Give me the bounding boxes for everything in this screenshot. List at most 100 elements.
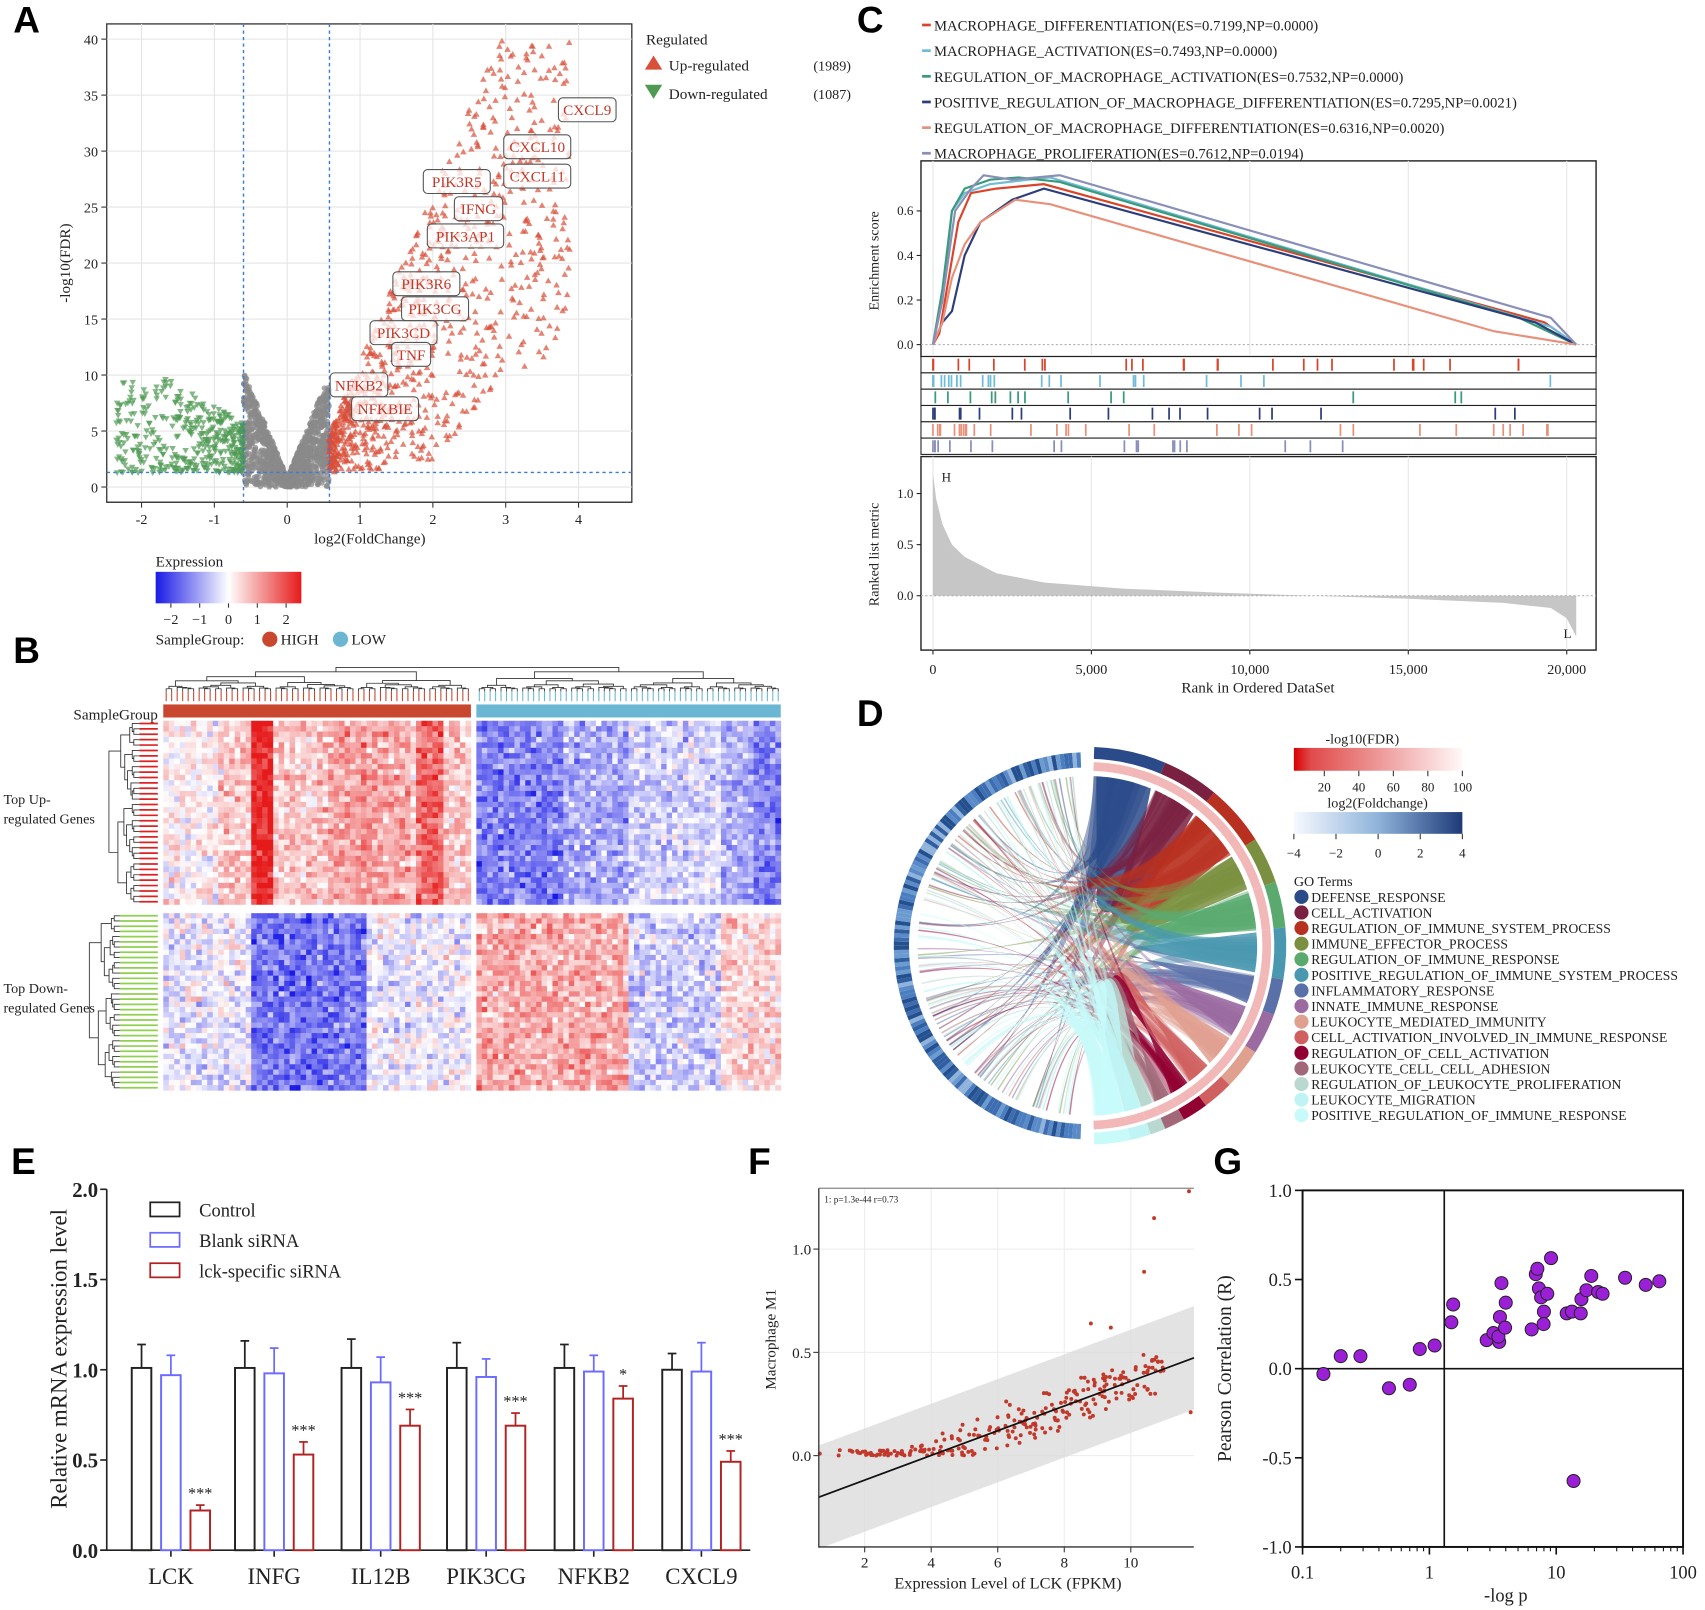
heatmap-cell [769, 736, 776, 743]
heatmap-cell [612, 726, 619, 732]
heatmap-cell [699, 807, 706, 813]
heatmap-cell [218, 790, 224, 797]
heatmap-cell [530, 720, 537, 727]
heatmap-cell [163, 769, 170, 776]
heatmap-cell [437, 774, 444, 781]
heatmap-cell [262, 801, 269, 808]
heatmap-cell [595, 747, 602, 754]
heatmap-cell [185, 736, 192, 743]
point-down-regulated [114, 412, 122, 419]
heatmap-cell [759, 726, 765, 732]
heatmap-cell [394, 785, 400, 792]
point-up-regulated [475, 98, 482, 105]
heatmap-cell [333, 720, 340, 727]
heatmap-cell [284, 731, 290, 738]
heatmap-cell [563, 758, 570, 765]
heatmap-cell [704, 790, 711, 797]
heatmap-cell [525, 720, 532, 727]
heatmap-cell [720, 764, 727, 770]
heatmap-cell [350, 796, 356, 803]
heatmap-cell [284, 736, 290, 743]
heatmap-cell [311, 780, 318, 786]
heatmap-cell [333, 764, 340, 770]
heatmap-cell [514, 753, 521, 759]
heatmap-cell [377, 834, 384, 840]
point-not-significant [265, 440, 271, 447]
gene-label: PIK3CG [408, 301, 461, 318]
heatmap-cell [196, 774, 203, 781]
heatmap-cell [644, 823, 651, 830]
heatmap-cell [317, 818, 323, 824]
heatmap-cell [322, 742, 329, 749]
heatmap-cell [731, 747, 738, 754]
heatmap-cell [536, 753, 542, 759]
heatmap-cell [715, 785, 722, 792]
heatmap-cell [410, 785, 417, 792]
heatmap-cell [623, 742, 629, 749]
heatmap-cell [361, 747, 367, 754]
heatmap-cell [547, 801, 553, 808]
heatmap-cell [661, 726, 667, 732]
heatmap-cell [382, 828, 389, 835]
heatmap-cell [481, 780, 488, 786]
point-up-regulated [506, 188, 514, 194]
heatmap-cell [196, 834, 203, 840]
heatmap-cell [492, 764, 499, 770]
heatmap-cell [633, 731, 640, 738]
heatmap-cell [437, 764, 444, 770]
heatmap-cell [633, 774, 640, 781]
heatmap-cell [547, 823, 553, 830]
heatmap-cell [185, 823, 192, 830]
heatmap-cell [530, 726, 537, 732]
panel-label-a: A [13, 0, 40, 41]
heatmap-cell [306, 807, 312, 813]
heatmap-cell [416, 796, 422, 803]
heatmap-cell [168, 785, 175, 792]
heatmap-cell [163, 790, 170, 797]
point-up-regulated [365, 360, 372, 367]
heatmap-cell [764, 790, 771, 797]
point-down-regulated [190, 446, 198, 453]
color-scale-bar [155, 571, 302, 604]
heatmap-cell [300, 753, 307, 759]
heatmap-cell [650, 828, 657, 835]
point-not-significant [300, 449, 307, 455]
point-not-significant [255, 413, 262, 419]
heatmap-cell [775, 736, 782, 743]
heatmap-cell [547, 796, 553, 803]
heatmap-cell [273, 807, 279, 813]
point-up-regulated [545, 43, 553, 49]
heatmap-cell [234, 736, 241, 743]
heatmap-cell [333, 790, 340, 797]
point-down-regulated [208, 426, 216, 433]
heatmap-cell [628, 726, 635, 732]
heatmap-cell [579, 742, 586, 749]
heatmap-cell [234, 807, 241, 813]
heatmap-cell [530, 764, 537, 770]
heatmap-cell [437, 812, 444, 819]
heatmap-cell [262, 758, 269, 765]
heatmap-cell [644, 764, 651, 770]
heatmap-cell [492, 753, 499, 759]
heatmap-cell [179, 780, 186, 786]
heatmap-cell [201, 780, 208, 786]
point-up-regulated [335, 461, 342, 468]
heatmap-block-up-genes [163, 720, 782, 905]
heatmap-cell [606, 790, 613, 797]
heatmap-cell [623, 823, 629, 830]
heatmap-cell [612, 769, 619, 776]
heatmap-cell [639, 818, 646, 824]
point-down-regulated [202, 444, 209, 450]
heatmap-cell [448, 774, 455, 781]
heatmap-cell [382, 774, 389, 781]
heatmap-cell [454, 823, 461, 830]
heatmap-cell [421, 828, 428, 835]
heatmap-cell [168, 731, 175, 738]
heatmap-cell [737, 720, 744, 727]
heatmap-cell [262, 790, 269, 797]
heatmap-cell [174, 823, 181, 830]
point-not-significant [309, 446, 315, 453]
point-up-regulated [463, 371, 470, 377]
heatmap-cell [366, 801, 373, 808]
heatmap-cell [519, 812, 526, 819]
